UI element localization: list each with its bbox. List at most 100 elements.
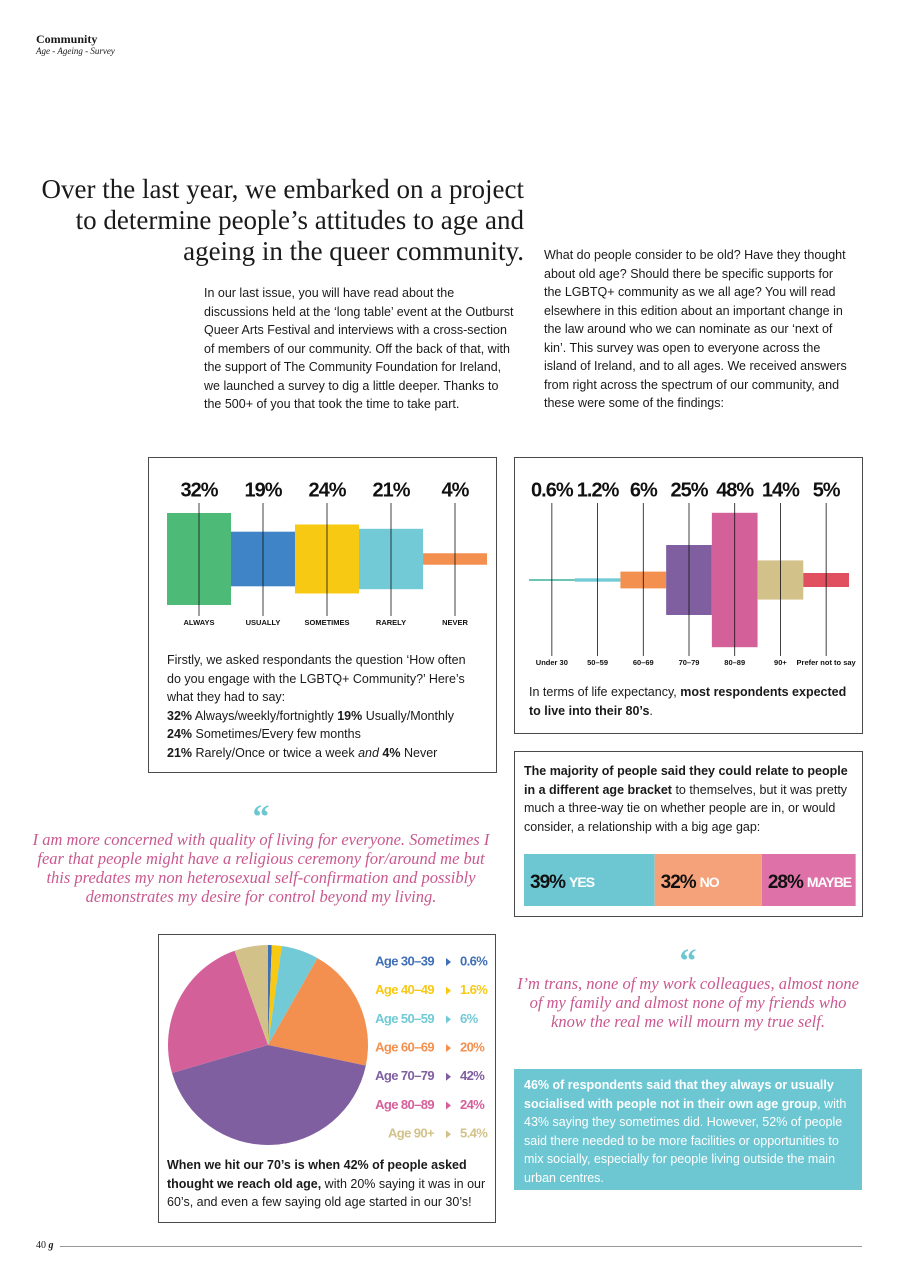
legend-label: Age 90+	[388, 1126, 435, 1141]
caption: When we hit our 70’s is when 42% of peop…	[167, 1156, 487, 1212]
text-line: 46% of respondents said that they always…	[524, 1076, 852, 1187]
caption: The majority of people said they could r…	[524, 762, 856, 836]
text-line: In terms of life expectancy, most respon…	[529, 683, 854, 720]
text-run: 19%	[337, 708, 363, 723]
text-run: Usually/Monthly	[362, 708, 454, 723]
text-run: 4%	[382, 745, 401, 760]
text-run: The majority of people said they could r…	[524, 764, 848, 797]
category-label: 90+	[774, 658, 787, 667]
legend-arrow	[446, 1130, 451, 1139]
legend-label: Age 40–49	[375, 982, 434, 997]
category-label: RARELY	[376, 618, 406, 627]
category-label: SOMETIMES	[304, 618, 349, 627]
legend-arrow	[446, 986, 451, 995]
text-run: Rarely/Once or twice a week	[192, 745, 359, 760]
value-label: 24%	[460, 1097, 485, 1112]
footer-rule	[60, 1246, 862, 1247]
pie-slice	[234, 945, 268, 1045]
callout: 46% of respondents said that they always…	[514, 1069, 862, 1190]
value-label: 21%	[372, 479, 410, 501]
pie-slice	[268, 945, 282, 1045]
category-label: 50–59	[587, 658, 608, 667]
text-run: to themselves, but it was pretty much a …	[524, 782, 848, 834]
caption: Firstly, we asked respondants the questi…	[167, 651, 482, 762]
text-line: 24% Sometimes/Every few months	[167, 725, 482, 744]
chart-box	[158, 934, 496, 1223]
pie-slice	[172, 1045, 366, 1145]
legend-arrow	[446, 1072, 451, 1081]
legend-label: Age 50–59	[375, 1011, 434, 1026]
pie-slice	[268, 945, 272, 1045]
quote-text: I’m trans, none of my work colleagues, a…	[517, 974, 859, 1031]
legend-arrow	[446, 1044, 451, 1053]
value-label: 5.4%	[460, 1126, 488, 1141]
text-line: When we hit our 70’s is when 42% of peop…	[167, 1156, 487, 1212]
page-number-text: 40	[36, 1240, 46, 1251]
value-label: 4%	[442, 479, 470, 501]
text-run: Sometimes/Every few months	[192, 727, 361, 741]
text-run: Always/weekly/fortnightly	[192, 708, 338, 723]
bar-segment	[761, 854, 856, 906]
category-label: 80–89	[724, 658, 745, 667]
chart: Age 30–39 0.6% Age 40–49 1.6% Age 50–59 6% Age…	[168, 945, 489, 1145]
quote-mark: “	[252, 799, 270, 836]
value-label: 48%	[716, 479, 754, 501]
bar-segment	[654, 854, 762, 906]
legend-label: Age 70–79	[375, 1068, 434, 1083]
category-label: 60–69	[633, 658, 654, 667]
legend-label: Age 80–89	[375, 1097, 434, 1112]
segment-label: 28% MAYBE	[768, 872, 852, 893]
quote: “ I’m trans, none of my work colleagues,…	[515, 945, 861, 1032]
chart-box	[514, 457, 863, 734]
value-label: 28%	[768, 872, 804, 893]
text-run: 24%	[167, 727, 193, 741]
value-label: 0.6%	[460, 953, 488, 968]
page-number: 40 g	[36, 1240, 54, 1251]
text-run: and	[358, 745, 379, 760]
value-label: 0.6%	[531, 479, 574, 501]
chart: 0.6% Under 30 1.2% 50–59 6% 60–69 25% 70–79 48% 8…	[529, 479, 857, 667]
category-label: Under 30	[536, 658, 568, 667]
text-run: .	[649, 703, 653, 718]
legend-arrow	[446, 1101, 451, 1110]
value-label: 20%	[460, 1040, 485, 1055]
intro-paragraph: What do people consider to be old? Have …	[544, 248, 847, 410]
legend-label: MAYBE	[807, 874, 852, 890]
caption: In terms of life expectancy, most respon…	[529, 683, 854, 720]
value-label: 32%	[661, 872, 697, 893]
category-label: Prefer not to say	[797, 658, 857, 667]
pie-slice	[268, 945, 318, 1045]
intro-paragraph: In our last issue, you will have read ab…	[204, 286, 514, 411]
segment-label: 39% YES	[530, 872, 595, 893]
legend-arrow	[446, 1015, 451, 1024]
legend-label: Age 60–69	[375, 1040, 434, 1055]
chart-box	[514, 751, 863, 917]
value-label: 25%	[670, 479, 708, 501]
legend-arrow	[446, 958, 451, 966]
pie-slice	[268, 958, 368, 1066]
chart-box	[148, 457, 497, 773]
segment-label: 32% NO	[661, 872, 720, 893]
bar-segment	[524, 854, 655, 906]
category-label: ALWAYS	[184, 618, 215, 627]
category-label: 70–79	[679, 658, 700, 667]
text-run: with 20% saying it was in our 60’s, and …	[167, 1176, 486, 1210]
category-label: USUALLY	[246, 618, 281, 627]
value-label: 24%	[308, 479, 346, 501]
section-subtitle: Age - Ageing - Survey	[36, 46, 115, 56]
logo: g	[48, 1240, 54, 1251]
chart: 39% YES 32% NO 28% MAYBE	[524, 854, 856, 906]
text-run: In terms of life expectancy,	[529, 685, 681, 699]
text-run: Firstly, we asked respondants the questi…	[167, 653, 466, 704]
value-label: 32%	[180, 479, 218, 501]
value-label: 42%	[460, 1068, 485, 1083]
quote: “ I am more concerned with quality of li…	[28, 799, 494, 907]
value-label: 6%	[460, 1011, 479, 1026]
pie-slice	[168, 950, 268, 1074]
quote-text: I am more concerned with quality of livi…	[32, 830, 490, 906]
legend-label: NO	[700, 874, 720, 890]
text-run: 46% of respondents said that they always…	[524, 1078, 834, 1111]
text-run: When we hit our 70’s is when 42% of peop…	[167, 1158, 467, 1191]
text-line: 21% Rarely/Once or twice a week and 4% N…	[167, 744, 482, 763]
